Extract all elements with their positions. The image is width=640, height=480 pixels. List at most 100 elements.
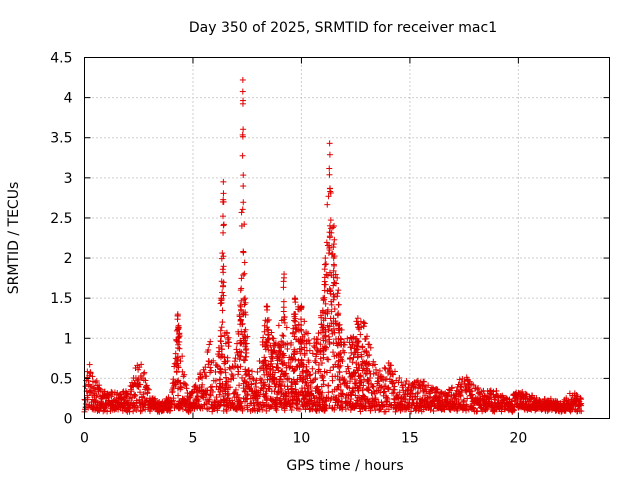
data-point	[242, 295, 249, 302]
data-point	[337, 362, 344, 369]
data-point	[267, 404, 274, 411]
data-point	[321, 401, 328, 408]
data-point	[381, 364, 388, 371]
data-point	[345, 365, 352, 372]
x-tick-label: 5	[189, 431, 198, 447]
data-point	[205, 347, 212, 354]
data-point	[330, 244, 337, 251]
data-point	[230, 375, 237, 382]
data-point	[306, 340, 313, 347]
data-point	[239, 206, 246, 213]
y-tick-label: 0.5	[50, 371, 72, 387]
data-point	[321, 266, 328, 273]
data-point	[248, 381, 255, 388]
data-point	[183, 382, 190, 389]
data-point	[334, 274, 341, 281]
data-point	[89, 384, 96, 391]
data-point	[341, 339, 348, 346]
data-point	[224, 336, 231, 343]
data-point	[145, 386, 152, 393]
data-point	[318, 360, 325, 367]
data-point	[323, 239, 330, 246]
data-point	[310, 342, 317, 349]
data-point	[232, 386, 239, 393]
data-point	[366, 351, 373, 358]
data-point	[242, 372, 249, 379]
data-point	[168, 401, 175, 408]
data-point	[206, 396, 213, 403]
data-point	[219, 307, 226, 314]
data-point	[349, 388, 356, 395]
data-point	[82, 383, 89, 390]
data-point	[238, 349, 245, 356]
data-point	[304, 368, 311, 375]
data-point	[231, 358, 238, 365]
data-point	[119, 389, 126, 396]
data-point	[172, 381, 179, 388]
data-point	[292, 386, 299, 393]
data-point	[337, 335, 344, 342]
data-point	[212, 377, 219, 384]
data-point	[132, 392, 139, 399]
data-point	[325, 389, 332, 396]
data-point	[137, 381, 144, 388]
data-point	[226, 339, 233, 346]
data-point	[263, 303, 270, 310]
data-point	[199, 381, 206, 388]
data-point	[237, 302, 244, 309]
data-point	[326, 341, 333, 348]
data-point	[275, 322, 282, 329]
y-tick-label: 1	[64, 331, 73, 347]
data-point	[351, 369, 358, 376]
data-point	[326, 171, 333, 178]
x-tick-label: 0	[80, 431, 89, 447]
data-point	[309, 350, 316, 357]
data-point	[253, 384, 260, 391]
data-point	[236, 382, 243, 389]
data-point	[308, 405, 315, 412]
data-point	[271, 388, 278, 395]
data-point	[284, 340, 291, 347]
data-point	[361, 320, 368, 327]
data-point	[140, 391, 147, 398]
y-tick-label: 0	[64, 412, 73, 428]
data-point	[337, 381, 344, 388]
data-point	[293, 405, 300, 412]
data-point	[325, 193, 332, 200]
data-point	[229, 400, 236, 407]
data-point	[319, 389, 326, 396]
data-point	[314, 336, 321, 343]
data-point	[322, 255, 329, 262]
data-point	[342, 395, 349, 402]
data-point	[220, 263, 227, 270]
data-point	[269, 335, 276, 342]
data-point	[131, 393, 138, 400]
data-point	[217, 376, 224, 383]
data-point	[339, 391, 346, 398]
data-point	[240, 126, 247, 133]
data-point	[85, 404, 92, 411]
data-point	[245, 367, 252, 374]
data-point	[339, 404, 346, 411]
data-point	[280, 298, 287, 305]
data-point	[328, 308, 335, 315]
data-point	[321, 287, 328, 294]
data-point	[326, 402, 333, 409]
x-tick-label: 15	[401, 431, 419, 447]
data-point	[220, 229, 227, 236]
data-point	[362, 335, 369, 342]
data-point	[312, 375, 319, 382]
data-point	[291, 295, 298, 302]
data-point	[240, 248, 247, 255]
data-point	[279, 368, 286, 375]
data-point	[236, 313, 243, 320]
data-point	[315, 361, 322, 368]
data-point	[176, 345, 183, 352]
data-point	[141, 369, 148, 376]
data-point	[220, 190, 227, 197]
data-point	[225, 343, 232, 350]
data-point	[305, 359, 312, 366]
data-point	[341, 341, 348, 348]
data-point	[246, 371, 253, 378]
